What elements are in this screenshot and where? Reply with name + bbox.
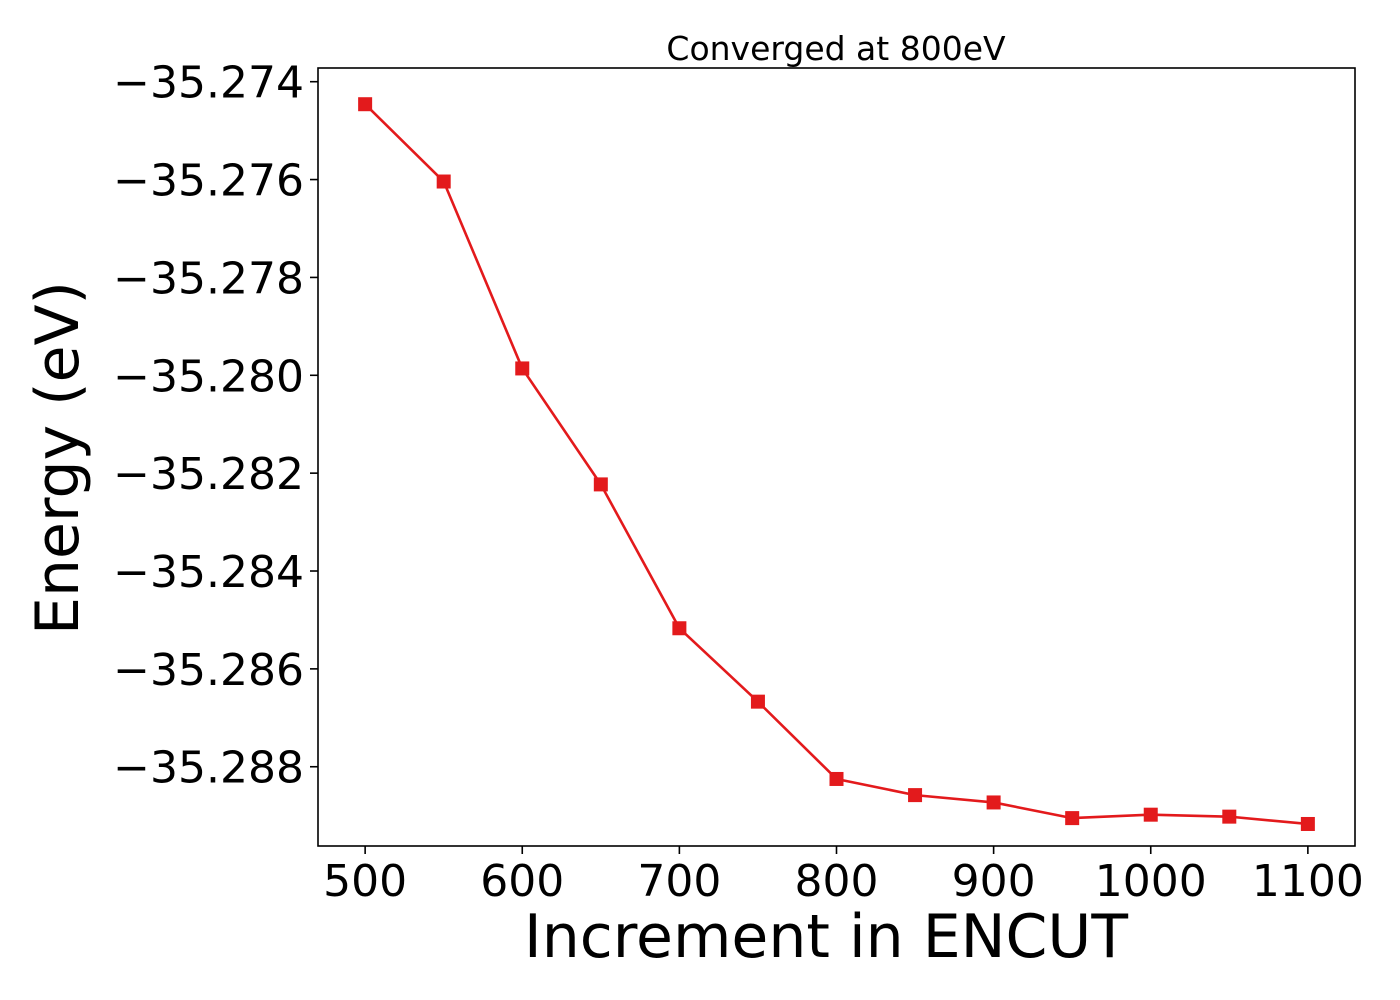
x-tick-label: 700 bbox=[637, 856, 721, 907]
data-point-marker bbox=[986, 795, 1001, 810]
x-tick-label: 1000 bbox=[1095, 856, 1207, 907]
chart-title: Converged at 800eV bbox=[666, 29, 1006, 68]
x-tick-label: 500 bbox=[323, 856, 407, 907]
y-tick-label: −35.284 bbox=[113, 547, 304, 598]
x-tick-label: 800 bbox=[795, 856, 879, 907]
data-point-marker bbox=[1143, 807, 1158, 822]
y-tick-label: −35.280 bbox=[113, 351, 304, 402]
y-tick-label: −35.274 bbox=[113, 58, 304, 109]
data-point-marker bbox=[515, 361, 530, 376]
data-point-marker bbox=[908, 788, 923, 803]
y-tick-label: −35.278 bbox=[113, 253, 304, 304]
y-axis-title: Energy (eV) bbox=[23, 281, 93, 635]
y-tick-label: −35.288 bbox=[113, 743, 304, 794]
data-point-marker bbox=[593, 477, 608, 492]
data-point-marker bbox=[1300, 816, 1315, 831]
data-point-marker bbox=[1065, 811, 1080, 826]
data-point-marker bbox=[358, 97, 373, 112]
data-point-marker bbox=[750, 694, 765, 709]
plot-area: 500 600 700 800 900 1000 1100 −35.274 −35.276 −35… bbox=[113, 58, 1364, 907]
x-tick-label: 600 bbox=[480, 856, 564, 907]
data-point-marker bbox=[436, 174, 451, 189]
y-tick-label: −35.276 bbox=[113, 156, 304, 207]
data-point-marker bbox=[672, 621, 687, 636]
x-axis-title: Increment in ENCUT bbox=[524, 902, 1128, 972]
data-point-marker bbox=[1222, 809, 1237, 824]
data-point-marker bbox=[829, 771, 844, 786]
y-tick-label: −35.282 bbox=[113, 449, 304, 500]
y-tick-label: −35.286 bbox=[113, 645, 304, 696]
x-tick-label: 1100 bbox=[1252, 856, 1364, 907]
x-tick-label: 900 bbox=[952, 856, 1036, 907]
